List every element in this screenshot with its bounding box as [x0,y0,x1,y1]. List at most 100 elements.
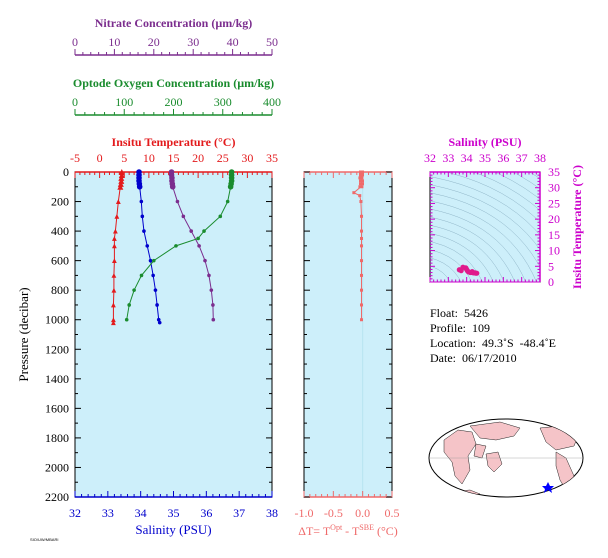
ts-x-tick-label: 34 [461,151,473,165]
salinity-tick-label: 38 [266,506,278,520]
oxygen-tick-label: 100 [115,95,133,109]
temperature-point [111,273,117,278]
ts-y-tick-label: 0 [548,275,554,289]
temperature-tick-label: 25 [217,151,229,165]
delta-point [359,273,363,277]
salinity-tick-label: 37 [233,506,245,520]
temperature-point [112,243,117,249]
ts-density-contour [430,176,540,236]
nitrate-point [203,258,207,263]
delta-axis-title-part: ΔT= T [298,524,331,538]
oxygen-tick-label: 200 [165,95,183,109]
salinity-point [153,288,158,292]
delta-axis-title-part: Opt [330,523,343,532]
ts-density-contour [430,257,462,282]
salinity-point [145,244,150,248]
oxygen-tick-label: 400 [263,95,281,109]
nitrate-point [207,273,211,278]
temperature-axis-title: Insitu Temperature (°C) [112,135,236,149]
delta-axis-title-part: - T [342,524,360,538]
pressure-tick-label: 1200 [45,342,69,356]
salinity-axis-title: Salinity (PSU) [135,522,211,537]
oxygen-point [218,214,223,219]
map-continent [469,421,521,441]
pressure-tick-label: 800 [51,283,69,297]
oxygen-point [174,244,178,248]
delta-plot-area [303,171,393,498]
nitrate-axis-title: Nitrate Concentration (µm/kg) [95,16,253,30]
oxygen-point [227,183,234,190]
date-label: Date: 06/17/2010 [430,351,517,365]
nitrate-point [189,229,194,233]
ts-y-tick-label: 25 [548,196,560,210]
salinity-point [142,229,146,233]
ts-x-axis-title: Salinity (PSU) [448,135,521,149]
delta-point [358,170,364,174]
ts-y-tick-label: 20 [548,212,560,226]
ts-density-contour [472,172,540,211]
oxygen-tick-label: 300 [214,95,232,109]
pressure-tick-label: 1600 [45,401,69,415]
temperature-point [117,180,124,187]
oxygen-point [225,199,230,204]
temperature-point [117,183,124,190]
salinity-point [157,320,162,325]
delta-point [358,176,364,180]
float-location-star [542,482,554,493]
footer-credit: SIO/UW/MBARI [30,537,59,542]
delta-point [358,173,364,177]
delta-axis-title-part: SBE [359,523,374,532]
salinity-tick-label: 35 [168,506,180,520]
nitrate-point [211,303,215,307]
map-continent [443,429,477,485]
nitrate-point [209,288,214,292]
nitrate-tick-label: 0 [72,35,78,49]
delta-point [359,288,363,292]
delta-point [358,182,364,186]
ts-density-contour [430,200,537,282]
ts-density-contour [430,249,472,282]
temperature-tick-label: 5 [121,151,127,165]
ts-x-tick-label: 38 [534,151,546,165]
salinity-point [139,199,144,204]
nitrate-point [175,199,180,204]
temperature-point [112,258,117,264]
salinity-point [148,258,153,263]
nitrate-point [169,183,176,190]
pressure-tick-label: 0 [63,165,69,179]
oxygen-point [127,303,131,307]
profile-plot-area [74,171,273,498]
temperature-tick-label: 35 [266,151,278,165]
temperature-point [112,236,117,241]
pressure-tick-label: 1800 [45,431,69,445]
nitrate-tick-label: 10 [108,35,120,49]
ts-x-tick-label: 33 [442,151,454,165]
nitrate-point [197,244,201,248]
ts-point [469,269,475,275]
delta-point [359,200,363,204]
pressure-tick-label: 600 [51,254,69,268]
ts-point [474,270,480,276]
nitrate-tick-label: 50 [266,35,278,49]
ts-density-contour [430,208,526,282]
ts-x-tick-label: 36 [497,151,509,165]
oxygen-point [132,288,136,292]
oxygen-tick-label: 0 [72,95,78,109]
ts-y-tick-label: 5 [548,259,554,273]
temperature-point [111,317,116,323]
delta-tick-label: 0.5 [385,506,400,520]
delta-tick-label: 0.0 [355,506,370,520]
ts-density-contour [430,184,540,250]
temperature-tick-label: 15 [168,151,180,165]
oxygen-point [139,273,144,278]
salinity-tick-label: 32 [69,506,81,520]
temperature-point [118,171,125,178]
salinity-tick-label: 34 [135,506,147,520]
ts-y-tick-label: 10 [548,244,560,258]
delta-point [359,214,363,218]
pressure-tick-label: 200 [51,195,69,209]
nitrate-tick-label: 20 [148,35,160,49]
world-map [428,418,584,498]
oxygen-point [152,258,156,263]
